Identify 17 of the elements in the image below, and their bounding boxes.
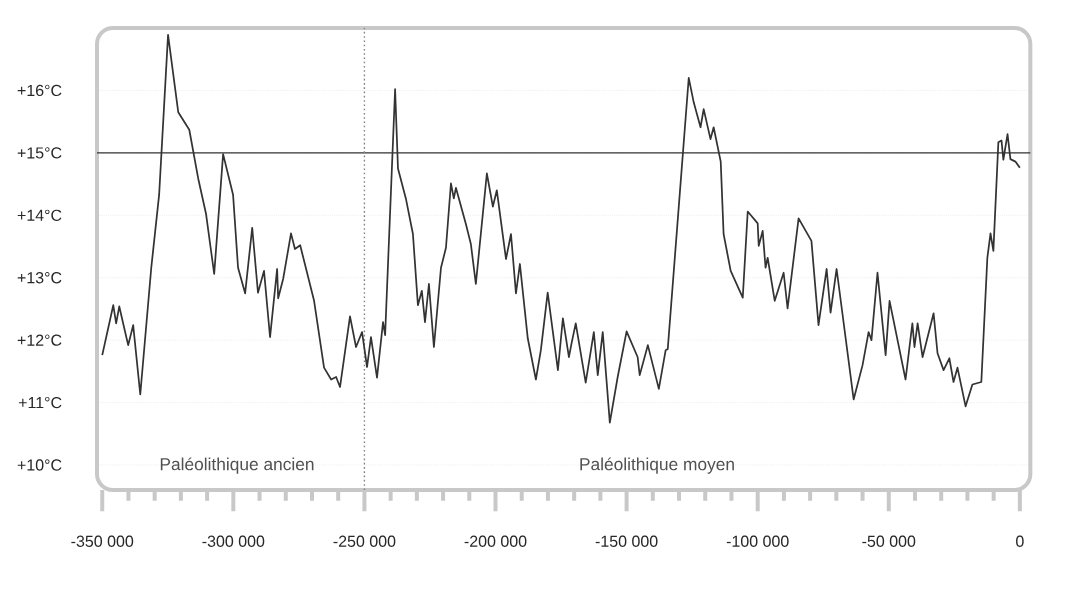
y-tick-label: +15°C: [17, 147, 62, 159]
annotation: Paléolithique ancien: [160, 457, 314, 474]
annotation: Paléolithique moyen: [580, 457, 734, 474]
x-tick-label: -250 000: [333, 535, 396, 547]
x-tick-label: -50 000: [862, 535, 916, 547]
x-tick-label: -300 000: [202, 535, 265, 547]
x-tick-label: -100 000: [726, 535, 789, 547]
y-tick-label: +11°C: [18, 396, 62, 409]
y-tick-label: +13°C: [17, 272, 62, 284]
y-tick-label: +16°C: [17, 84, 62, 97]
y-tick-label: +10°C: [17, 459, 62, 471]
x-tick-label: -150 000: [595, 535, 658, 547]
y-tick-label: +12°C: [17, 334, 62, 346]
x-tick-label: -200 000: [464, 535, 527, 547]
x-tick-label: 0: [1016, 535, 1024, 547]
y-tick-label: +14°C: [17, 209, 62, 221]
x-tick-label: -350 000: [71, 535, 134, 547]
